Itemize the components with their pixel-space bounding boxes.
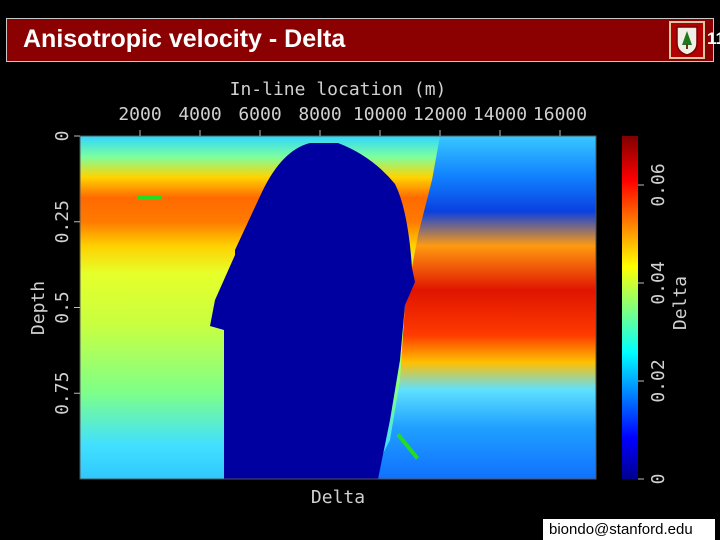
- y-tick-label: 0: [52, 131, 73, 142]
- x-axis-ticks: 2000 4000 6000 8000 10000 12000 14000 16000: [118, 104, 587, 136]
- title-bar: Anisotropic velocity - Delta 11: [6, 18, 720, 62]
- annotation-layer: [137, 195, 420, 460]
- y-tick-label: 0.75: [52, 372, 73, 415]
- slide-title: Anisotropic velocity - Delta: [23, 25, 346, 53]
- colorbar-tick-label: 0.02: [648, 359, 669, 402]
- colorbar: [622, 136, 638, 479]
- y-tick-label: 0.5: [52, 291, 73, 324]
- stanford-seal-icon: [669, 21, 705, 59]
- colorbar-tick-label: 0: [648, 474, 669, 485]
- footer: biondo@stanford.edu: [543, 519, 715, 540]
- x-tick-label: 16000: [533, 104, 587, 125]
- heatmap-field: [80, 136, 596, 479]
- author-email: biondo@stanford.edu: [549, 521, 693, 538]
- x-tick-label: 8000: [298, 104, 341, 125]
- y-axis-label: Depth: [28, 281, 49, 335]
- heatmap-right-region: [370, 136, 596, 479]
- x-tick-label: 6000: [238, 104, 281, 125]
- x-tick-label: 12000: [413, 104, 467, 125]
- y-tick-label: 0.25: [52, 200, 73, 243]
- colorbar-label: Delta: [670, 276, 691, 330]
- colorbar-tick-label: 0.04: [648, 261, 669, 304]
- x-tick-label: 2000: [118, 104, 161, 125]
- x-tick-label: 10000: [353, 104, 407, 125]
- salt-body-region: [210, 143, 415, 479]
- x-tick-label: 14000: [473, 104, 527, 125]
- x-tick-label: 4000: [178, 104, 221, 125]
- top-axis-title: In-line location (m): [230, 79, 447, 100]
- slide-number: 11: [707, 29, 720, 48]
- x-axis-label: Delta: [311, 487, 365, 508]
- colorbar-tick-label: 0.06: [648, 163, 669, 206]
- green-marker-deep: [396, 433, 420, 460]
- y-axis-ticks: 0 0.25 0.5 0.75: [52, 131, 80, 415]
- colorbar-ticks: 0 0.02 0.04 0.06: [638, 163, 669, 484]
